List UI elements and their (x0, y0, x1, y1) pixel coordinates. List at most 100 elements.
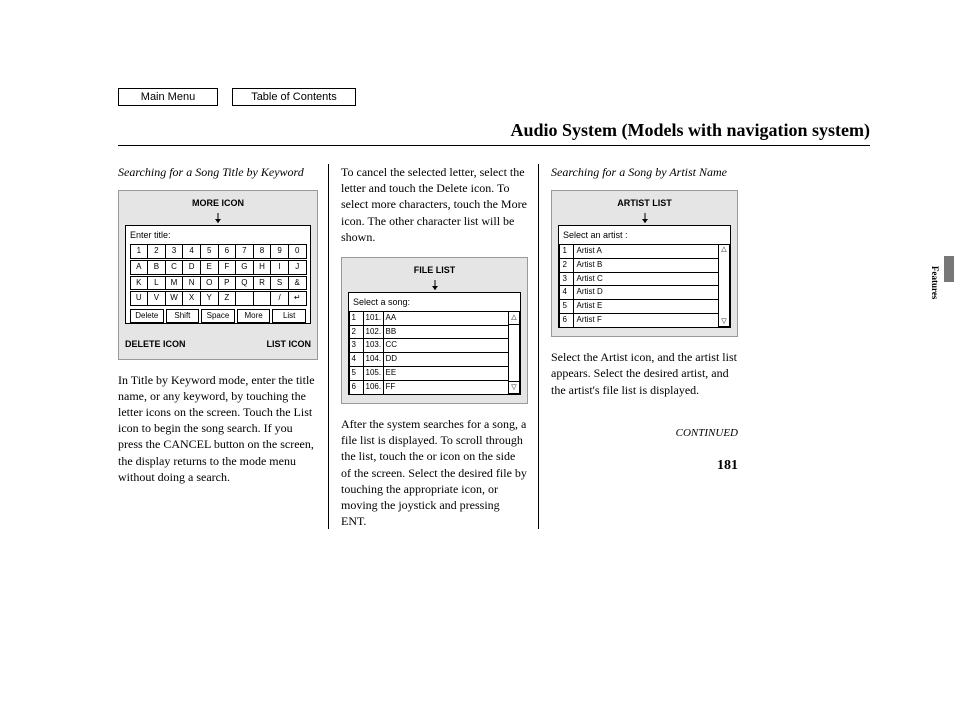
key[interactable]: V (147, 291, 166, 306)
file-row-num[interactable]: 1 (349, 311, 364, 326)
key[interactable]: 0 (288, 244, 307, 259)
scrollbar[interactable]: △▽ (718, 244, 730, 327)
key[interactable]: G (235, 260, 254, 275)
key[interactable]: M (165, 276, 184, 291)
key[interactable]: A (130, 260, 149, 275)
scroll-up-icon[interactable]: △ (719, 245, 729, 254)
file-row-num[interactable]: 3 (349, 338, 364, 353)
col1-heading: Searching for a Song Title by Keyword (118, 164, 318, 180)
key[interactable]: 2 (147, 244, 166, 259)
key[interactable]: B (147, 260, 166, 275)
artist-row-num[interactable]: 4 (559, 285, 574, 300)
file-row-num[interactable]: 4 (349, 352, 364, 367)
scrollbar[interactable]: △▽ (508, 311, 520, 394)
key[interactable]: Y (200, 291, 219, 306)
key[interactable]: Z (218, 291, 237, 306)
main-menu-button[interactable]: Main Menu (118, 88, 218, 106)
side-label-features: Features (930, 266, 940, 299)
key[interactable]: 5 (200, 244, 219, 259)
col3-heading: Searching for a Song by Artist Name (551, 164, 738, 180)
key[interactable]: K (130, 276, 149, 291)
artist-row-num[interactable]: 5 (559, 299, 574, 314)
key[interactable]: ↵ (288, 291, 307, 306)
artist-row-name[interactable]: Artist B (573, 258, 719, 273)
artist-row-num[interactable]: 1 (559, 244, 574, 259)
side-tab (944, 256, 954, 282)
artist-row-num[interactable]: 6 (559, 313, 574, 328)
toc-button[interactable]: Table of Contents (232, 88, 356, 106)
file-row-name[interactable]: CC (383, 338, 509, 353)
list-button[interactable]: List (272, 309, 306, 324)
file-row-name[interactable]: BB (383, 325, 509, 340)
artist-row-num[interactable]: 3 (559, 272, 574, 287)
scroll-up-icon[interactable]: △ (509, 312, 519, 324)
artist-row-name[interactable]: Artist F (573, 313, 719, 328)
column-3: Searching for a Song by Artist Name ARTI… (538, 164, 748, 529)
key[interactable]: J (288, 260, 307, 275)
file-row-id[interactable]: 104. (363, 352, 384, 367)
key[interactable]: Q (235, 276, 254, 291)
artist-row-name[interactable]: Artist A (573, 244, 719, 259)
key[interactable] (253, 291, 272, 306)
key[interactable]: F (218, 260, 237, 275)
key[interactable]: R (253, 276, 272, 291)
key[interactable]: O (200, 276, 219, 291)
key[interactable]: 6 (218, 244, 237, 259)
key[interactable] (235, 291, 254, 306)
file-row-name[interactable]: EE (383, 366, 509, 381)
file-row-name[interactable]: FF (383, 380, 509, 395)
key[interactable]: 8 (253, 244, 272, 259)
key[interactable]: / (270, 291, 289, 306)
file-row-id[interactable]: 103. (363, 338, 384, 353)
key[interactable]: H (253, 260, 272, 275)
scroll-down-icon[interactable]: ▽ (509, 381, 519, 393)
artistlist-figure: ARTIST LIST Select an artist : 1Artist A… (551, 190, 738, 337)
file-row-id[interactable]: 101. (363, 311, 384, 326)
keyboard-panel: Enter title: 1234567890 ABCDEFGHIJ KLMNO… (125, 225, 311, 324)
key[interactable]: 3 (165, 244, 184, 259)
space-button[interactable]: Space (201, 309, 235, 324)
pointer-artist (558, 213, 731, 223)
key[interactable]: W (165, 291, 184, 306)
col1-body: In Title by Keyword mode, enter the titl… (118, 372, 318, 485)
file-row-num[interactable]: 2 (349, 325, 364, 340)
artist-row-num[interactable]: 2 (559, 258, 574, 273)
key[interactable]: E (200, 260, 219, 275)
key[interactable]: U (130, 291, 149, 306)
file-row-id[interactable]: 106. (363, 380, 384, 395)
top-buttons: Main Menu Table of Contents (118, 88, 870, 106)
delete-button[interactable]: Delete (130, 309, 164, 324)
key[interactable]: X (182, 291, 201, 306)
key[interactable]: 1 (130, 244, 149, 259)
file-row-name[interactable]: DD (383, 352, 509, 367)
key[interactable]: C (165, 260, 184, 275)
key[interactable]: & (288, 276, 307, 291)
key[interactable]: 7 (235, 244, 254, 259)
file-row-num[interactable]: 5 (349, 366, 364, 381)
scroll-down-icon[interactable]: ▽ (719, 317, 729, 326)
more-button[interactable]: More (237, 309, 271, 324)
file-row-id[interactable]: 102. (363, 325, 384, 340)
file-list-caption: FILE LIST (348, 264, 521, 276)
key[interactable]: I (270, 260, 289, 275)
artist-row-name[interactable]: Artist D (573, 285, 719, 300)
col3-body: Select the Artist icon, and the artist l… (551, 349, 738, 398)
filelist-figure: FILE LIST Select a song: 1101.AA△▽2102.B… (341, 257, 528, 404)
pointer-more (125, 213, 311, 223)
file-row-name[interactable]: AA (383, 311, 509, 326)
page-number: 181 (551, 457, 738, 476)
key[interactable]: D (182, 260, 201, 275)
key[interactable]: S (270, 276, 289, 291)
key[interactable]: 4 (182, 244, 201, 259)
artist-row-name[interactable]: Artist E (573, 299, 719, 314)
key[interactable]: N (182, 276, 201, 291)
col2-intro: To cancel the selected letter, select th… (341, 164, 528, 245)
filelist-panel: Select a song: 1101.AA△▽2102.BB3103.CC41… (348, 292, 521, 395)
file-row-id[interactable]: 105. (363, 366, 384, 381)
shift-button[interactable]: Shift (166, 309, 200, 324)
key[interactable]: 9 (270, 244, 289, 259)
key[interactable]: L (147, 276, 166, 291)
key[interactable]: P (218, 276, 237, 291)
artist-row-name[interactable]: Artist C (573, 272, 719, 287)
file-row-num[interactable]: 6 (349, 380, 364, 395)
